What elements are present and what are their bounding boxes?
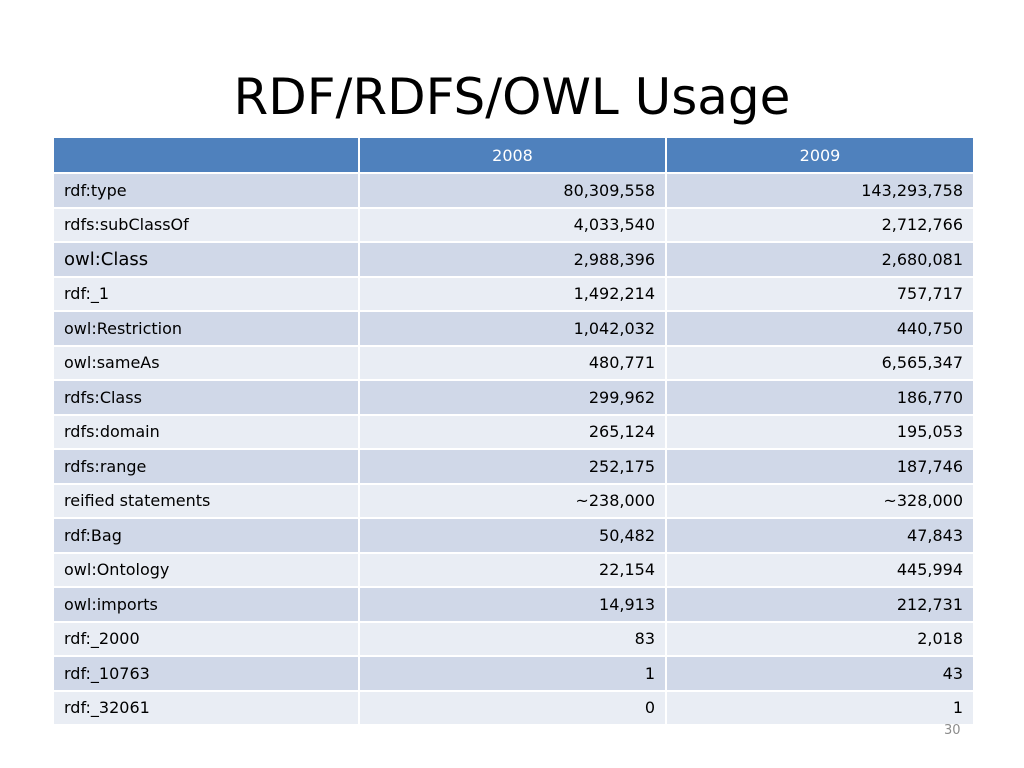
row-term: rdf:type [52,172,360,209]
row-count-2009: 6,565,347 [665,344,975,381]
table-row: rdfs:Class 299,962 186,770 [52,379,975,416]
row-count-2009: 440,750 [665,310,975,347]
row-count-2009: 212,731 [665,586,975,623]
table-row: rdfs:range 252,175 187,746 [52,448,975,485]
row-count-2008: 299,962 [358,379,667,416]
page-number: 30 [944,723,961,738]
table-row: rdfs:subClassOf 4,033,540 2,712,766 [52,206,975,243]
usage-table: 2008 2009 rdf:type 80,309,558 143,293,75… [52,136,975,726]
row-count-2008: 1,042,032 [358,310,667,347]
table-row: rdf:type 80,309,558 143,293,758 [52,172,975,209]
header-2008: 2008 [358,136,667,174]
row-count-2008: ~238,000 [358,482,667,519]
row-term: rdfs:Class [52,379,360,416]
row-term: owl:imports [52,586,360,623]
row-count-2009: 1 [665,689,975,726]
row-term: reified statements [52,482,360,519]
row-term: rdf:_32061 [52,689,360,726]
row-count-2009: 43 [665,655,975,692]
row-count-2009: 2,018 [665,620,975,657]
table-row: owl:Ontology 22,154 445,994 [52,551,975,588]
row-term: owl:Ontology [52,551,360,588]
table-row: reified statements ~238,000 ~328,000 [52,482,975,519]
row-count-2009: 757,717 [665,275,975,312]
table-row: rdf:_2000 83 2,018 [52,620,975,657]
table-row: owl:Restriction 1,042,032 440,750 [52,310,975,347]
table-row: owl:sameAs 480,771 6,565,347 [52,344,975,381]
row-count-2008: 4,033,540 [358,206,667,243]
usage-table-container: 2008 2009 rdf:type 80,309,558 143,293,75… [52,136,975,726]
row-count-2009: 47,843 [665,517,975,554]
row-term: owl:Restriction [52,310,360,347]
row-count-2009: 187,746 [665,448,975,485]
row-term: owl:sameAs [52,344,360,381]
table-row: rdf:_1 1,492,214 757,717 [52,275,975,312]
row-term: rdfs:domain [52,413,360,450]
row-term: rdf:_2000 [52,620,360,657]
slide-title: RDF/RDFS/OWL Usage [233,68,791,126]
row-term: owl:Class [52,241,360,278]
row-count-2008: 265,124 [358,413,667,450]
row-count-2009: 2,712,766 [665,206,975,243]
row-count-2008: 50,482 [358,517,667,554]
row-count-2008: 2,988,396 [358,241,667,278]
row-count-2009: 195,053 [665,413,975,450]
row-count-2009: 143,293,758 [665,172,975,209]
row-term: rdfs:range [52,448,360,485]
header-term [52,136,360,174]
table-row: rdf:Bag 50,482 47,843 [52,517,975,554]
table-row: owl:Class 2,988,396 2,680,081 [52,241,975,278]
table-header: 2008 2009 [52,136,975,174]
row-count-2008: 1,492,214 [358,275,667,312]
row-count-2009: 2,680,081 [665,241,975,278]
table-row: owl:imports 14,913 212,731 [52,586,975,623]
row-count-2008: 83 [358,620,667,657]
row-count-2008: 480,771 [358,344,667,381]
row-count-2009: 186,770 [665,379,975,416]
table-body: rdf:type 80,309,558 143,293,758 rdfs:sub… [52,172,975,726]
row-count-2009: 445,994 [665,551,975,588]
header-row: 2008 2009 [52,136,975,174]
row-term: rdf:_1 [52,275,360,312]
row-count-2009: ~328,000 [665,482,975,519]
table-row: rdf:_10763 1 43 [52,655,975,692]
row-term: rdf:Bag [52,517,360,554]
row-count-2008: 1 [358,655,667,692]
header-2009: 2009 [665,136,975,174]
row-term: rdf:_10763 [52,655,360,692]
row-count-2008: 0 [358,689,667,726]
row-term: rdfs:subClassOf [52,206,360,243]
row-count-2008: 252,175 [358,448,667,485]
table-row: rdfs:domain 265,124 195,053 [52,413,975,450]
row-count-2008: 14,913 [358,586,667,623]
row-count-2008: 22,154 [358,551,667,588]
row-count-2008: 80,309,558 [358,172,667,209]
table-row: rdf:_32061 0 1 [52,689,975,726]
